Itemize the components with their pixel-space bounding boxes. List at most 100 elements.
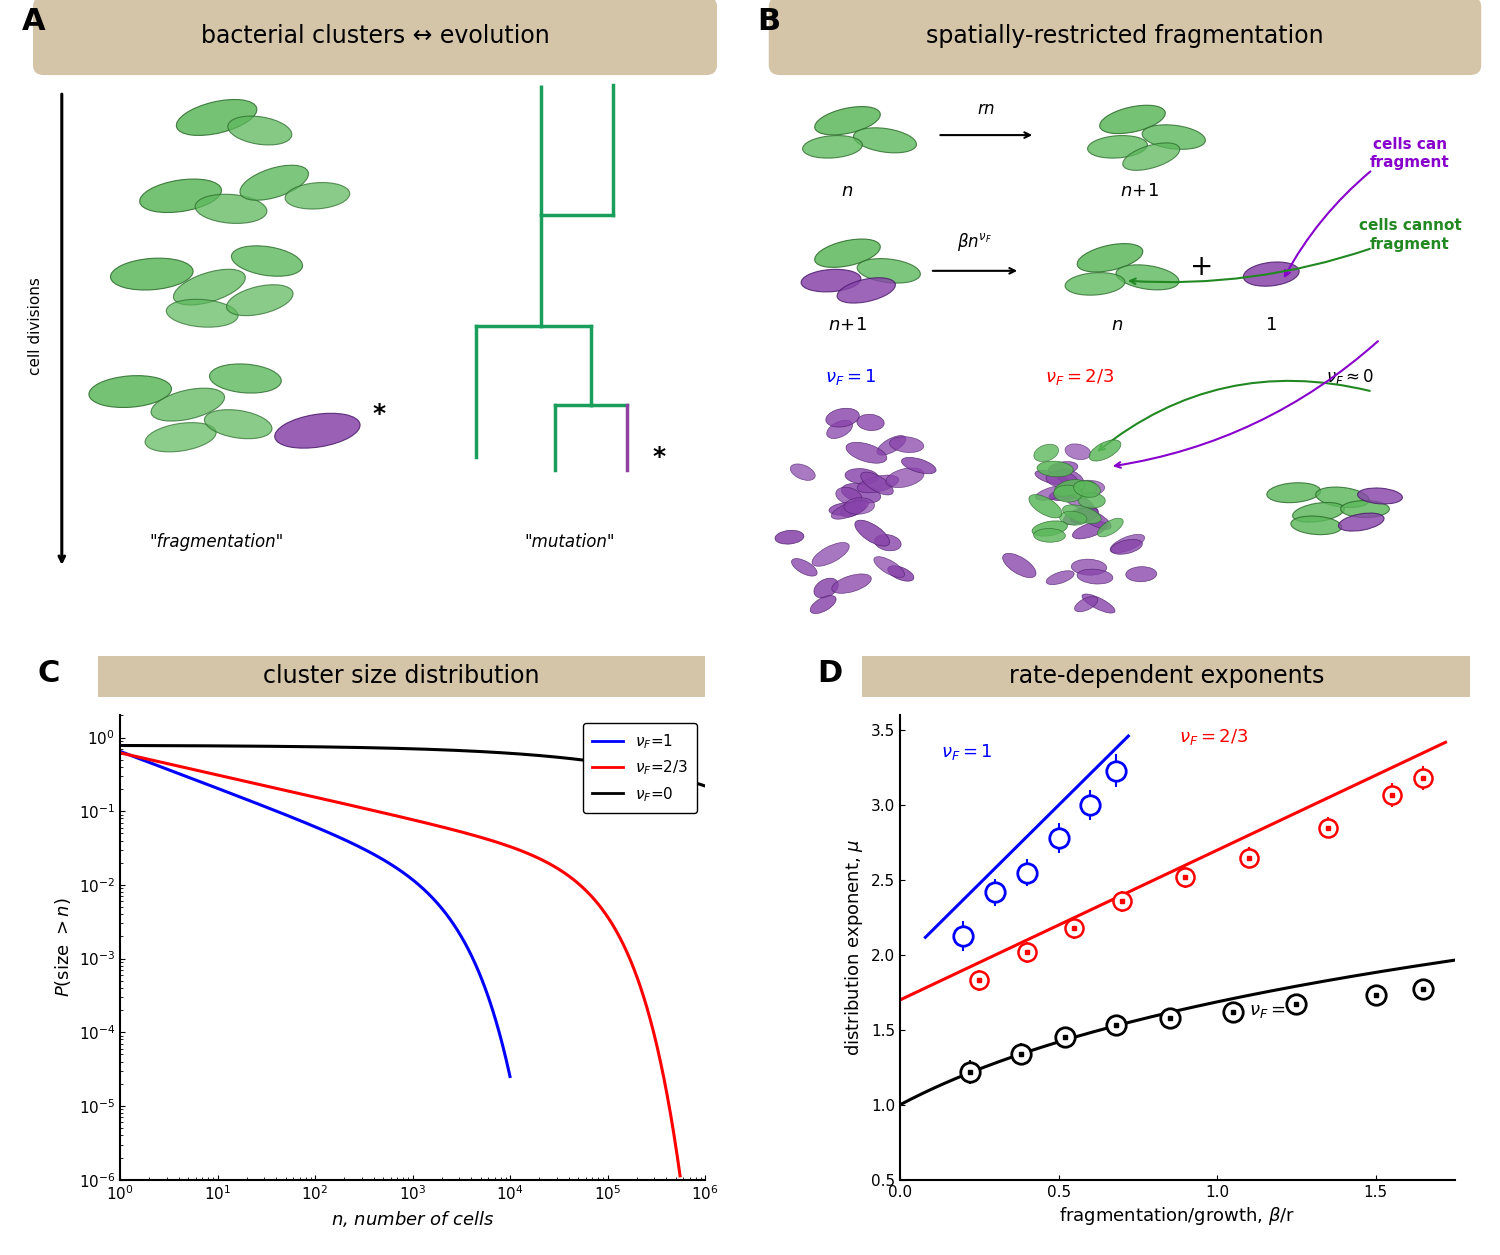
- Ellipse shape: [1053, 486, 1083, 502]
- Text: bacterial clusters ↔ evolution: bacterial clusters ↔ evolution: [201, 24, 549, 48]
- Ellipse shape: [874, 557, 904, 577]
- Ellipse shape: [1100, 105, 1166, 133]
- Ellipse shape: [274, 413, 360, 448]
- Ellipse shape: [140, 179, 222, 212]
- Ellipse shape: [846, 442, 886, 463]
- Legend: $\nu_F$=1, $\nu_F$=2/3, $\nu_F$=0: $\nu_F$=1, $\nu_F$=2/3, $\nu_F$=0: [584, 723, 698, 813]
- Ellipse shape: [844, 468, 879, 484]
- Ellipse shape: [1072, 522, 1107, 538]
- Ellipse shape: [855, 520, 889, 546]
- Ellipse shape: [210, 364, 282, 393]
- Text: cells cannot
fragment: cells cannot fragment: [1359, 218, 1461, 252]
- Ellipse shape: [1358, 488, 1402, 505]
- Ellipse shape: [1059, 489, 1095, 511]
- Ellipse shape: [1035, 471, 1070, 486]
- Text: $+$: $+$: [1190, 254, 1210, 281]
- Ellipse shape: [878, 435, 906, 456]
- Ellipse shape: [810, 596, 836, 614]
- Ellipse shape: [1078, 508, 1112, 530]
- Ellipse shape: [1048, 488, 1083, 501]
- Ellipse shape: [1244, 262, 1299, 286]
- Ellipse shape: [1082, 594, 1114, 614]
- Ellipse shape: [1071, 508, 1098, 523]
- Ellipse shape: [1048, 462, 1078, 474]
- Ellipse shape: [1088, 136, 1148, 158]
- Ellipse shape: [1046, 472, 1077, 488]
- Ellipse shape: [902, 457, 936, 473]
- Ellipse shape: [1077, 243, 1143, 272]
- FancyBboxPatch shape: [768, 0, 1480, 75]
- Ellipse shape: [1316, 487, 1370, 507]
- Ellipse shape: [204, 409, 272, 439]
- Ellipse shape: [1292, 516, 1341, 535]
- Ellipse shape: [1142, 124, 1206, 149]
- Ellipse shape: [1036, 461, 1074, 477]
- Ellipse shape: [1071, 560, 1107, 575]
- Ellipse shape: [842, 483, 880, 503]
- Ellipse shape: [888, 566, 914, 581]
- Text: $\nu_F = 1$: $\nu_F = 1$: [825, 366, 878, 387]
- Ellipse shape: [1089, 439, 1120, 461]
- Ellipse shape: [853, 128, 916, 153]
- Text: $\nu_F \approx 0$: $\nu_F \approx 0$: [1326, 366, 1374, 387]
- Ellipse shape: [1056, 469, 1083, 486]
- Ellipse shape: [886, 468, 924, 488]
- Ellipse shape: [226, 285, 292, 316]
- Ellipse shape: [840, 501, 866, 517]
- Text: C: C: [38, 659, 60, 688]
- Ellipse shape: [152, 388, 225, 422]
- Text: "fragmentation": "fragmentation": [150, 532, 284, 551]
- Ellipse shape: [1064, 507, 1098, 525]
- Text: spatially-restricted fragmentation: spatially-restricted fragmentation: [926, 24, 1324, 48]
- Ellipse shape: [1002, 553, 1036, 577]
- Ellipse shape: [856, 476, 898, 493]
- Ellipse shape: [776, 531, 804, 545]
- Text: $n\!+\!1$: $n\!+\!1$: [828, 315, 867, 334]
- Ellipse shape: [833, 574, 872, 594]
- Text: D: D: [818, 659, 843, 688]
- Ellipse shape: [1034, 444, 1059, 462]
- Ellipse shape: [837, 277, 896, 302]
- Ellipse shape: [1110, 535, 1144, 553]
- Ellipse shape: [195, 195, 267, 223]
- Text: cells can
fragment: cells can fragment: [1370, 137, 1450, 171]
- Text: rate-dependent exponents: rate-dependent exponents: [1008, 664, 1324, 689]
- Ellipse shape: [1293, 502, 1344, 522]
- Ellipse shape: [1029, 494, 1062, 518]
- Ellipse shape: [1341, 501, 1389, 517]
- Text: 1: 1: [1266, 315, 1276, 334]
- Ellipse shape: [801, 270, 861, 292]
- Text: $rn$: $rn$: [976, 99, 996, 118]
- Ellipse shape: [874, 535, 902, 551]
- Ellipse shape: [861, 472, 894, 494]
- X-axis label: fragmentation/growth, $\beta$/r: fragmentation/growth, $\beta$/r: [1059, 1205, 1296, 1227]
- Ellipse shape: [1066, 481, 1104, 497]
- Ellipse shape: [802, 136, 862, 158]
- Text: $n$: $n$: [842, 182, 854, 200]
- Ellipse shape: [815, 107, 880, 136]
- Ellipse shape: [1054, 479, 1084, 496]
- Ellipse shape: [827, 408, 860, 427]
- Ellipse shape: [1065, 272, 1125, 295]
- Ellipse shape: [1077, 569, 1113, 584]
- Ellipse shape: [1034, 528, 1065, 542]
- Ellipse shape: [111, 259, 194, 290]
- Y-axis label: $P$(size $> n$): $P$(size $> n$): [53, 897, 74, 998]
- Ellipse shape: [836, 487, 862, 505]
- Ellipse shape: [815, 238, 880, 267]
- Ellipse shape: [1338, 513, 1384, 531]
- Ellipse shape: [1065, 444, 1090, 459]
- Ellipse shape: [1268, 483, 1320, 503]
- Text: $\nu_F = 2/3$: $\nu_F = 2/3$: [1179, 728, 1248, 747]
- Ellipse shape: [1035, 486, 1070, 501]
- Ellipse shape: [166, 299, 238, 328]
- FancyBboxPatch shape: [833, 654, 1500, 699]
- Ellipse shape: [1112, 540, 1143, 555]
- Text: $n\!+\!1$: $n\!+\!1$: [1120, 182, 1160, 200]
- Ellipse shape: [1122, 143, 1180, 171]
- Text: cluster size distribution: cluster size distribution: [262, 664, 540, 689]
- Ellipse shape: [285, 182, 350, 210]
- Ellipse shape: [228, 117, 292, 144]
- Ellipse shape: [146, 423, 216, 452]
- Ellipse shape: [1059, 511, 1088, 525]
